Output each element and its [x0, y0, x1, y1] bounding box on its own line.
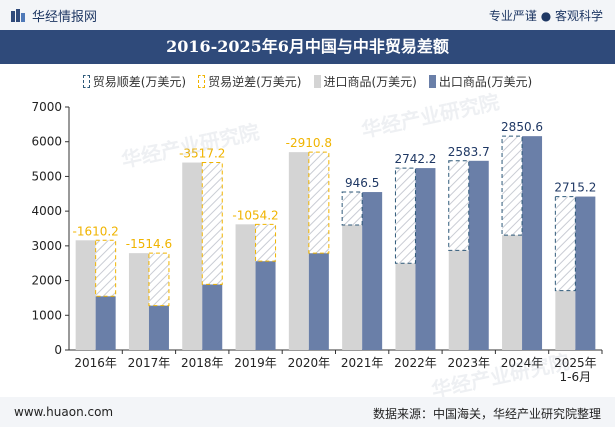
chart-legend: 贸易顺差(万美元) 贸易逆差(万美元) 进口商品(万美元) 出口商品(万美元) — [0, 70, 615, 92]
data-label: 2742.2 — [394, 152, 436, 166]
y-tick-label: 4000 — [31, 204, 62, 218]
x-tick-label: 1-6月 — [560, 370, 592, 384]
data-label: 2715.2 — [554, 181, 596, 195]
y-tick-label: 1000 — [31, 308, 62, 322]
surplus-bar — [341, 191, 363, 226]
y-tick-label: 0 — [54, 343, 62, 357]
y-tick-label: 5000 — [31, 169, 62, 183]
legend-item-surplus: 贸易顺差(万美元) — [82, 73, 187, 90]
data-label: 946.5 — [345, 176, 379, 190]
y-tick-label: 2000 — [31, 274, 62, 288]
x-tick-label: 2016年 — [74, 356, 117, 370]
export-bar — [95, 296, 116, 350]
data-label: -3517.2 — [179, 147, 225, 161]
import-bar — [75, 240, 96, 350]
export-bar — [202, 284, 223, 350]
deficit-bar — [201, 162, 223, 285]
deficit-bar — [148, 252, 170, 307]
legend-swatch-deficit — [198, 74, 206, 88]
export-bar — [362, 192, 383, 350]
x-tick-label: 2024年 — [501, 356, 544, 370]
brand-name: 华经情报网 — [32, 10, 98, 25]
legend-label-import: 进口商品(万美元) — [323, 74, 417, 89]
export-bar — [522, 136, 543, 350]
import-bar — [395, 263, 416, 350]
import-bar — [128, 253, 149, 350]
deficit-bar — [308, 151, 330, 254]
legend-item-import: 进口商品(万美元) — [313, 73, 417, 90]
x-tick-label: 2017年 — [128, 356, 171, 370]
import-bar — [502, 235, 523, 350]
legend-swatch-surplus — [82, 74, 90, 88]
import-bar — [182, 162, 203, 350]
x-tick-label: 2018年 — [181, 356, 224, 370]
x-tick-label: 2021年 — [341, 356, 384, 370]
legend-label-surplus: 贸易顺差(万美元) — [92, 74, 187, 89]
surplus-bar — [501, 135, 523, 236]
data-label: -1514.6 — [126, 237, 172, 251]
data-source: 数据来源：中国海关，华经产业研究院整理 — [372, 407, 601, 421]
legend-swatch-import — [313, 74, 321, 88]
data-label: 2850.6 — [501, 120, 543, 134]
top-bar — [0, 0, 615, 30]
data-label: -1610.2 — [72, 224, 118, 238]
deficit-bar — [255, 223, 277, 262]
export-bar — [255, 261, 276, 350]
import-bar — [342, 225, 363, 350]
export-bar — [468, 160, 489, 350]
data-label: -2910.8 — [286, 136, 332, 150]
export-bar — [575, 196, 596, 350]
export-bar — [415, 168, 436, 350]
huajing-logo-icon — [11, 8, 25, 22]
tagline: 专业严谨 ● 客观科学 — [488, 9, 603, 23]
surplus-bar — [554, 196, 576, 292]
footer-bar — [0, 397, 615, 427]
y-tick-label: 3000 — [31, 239, 62, 253]
import-bar — [448, 250, 469, 350]
site-link[interactable]: www.huaon.com — [14, 405, 114, 419]
x-tick-label: 2019年 — [234, 356, 277, 370]
legend-item-deficit: 贸易逆差(万美元) — [198, 73, 302, 90]
x-tick-label: 2022年 — [394, 356, 437, 370]
surplus-bar — [394, 167, 416, 264]
import-bar — [555, 290, 576, 350]
import-bar — [235, 224, 256, 350]
x-tick-label: 2020年 — [288, 356, 331, 370]
data-label: 2583.7 — [448, 145, 490, 159]
legend-item-export: 出口商品(万美元) — [428, 73, 533, 90]
x-tick-label: 2025年 — [554, 356, 597, 370]
brand[interactable]: 华经情报网 — [10, 6, 97, 25]
legend-label-deficit: 贸易逆差(万美元) — [208, 74, 302, 89]
export-bar — [308, 253, 329, 350]
y-tick-label: 7000 — [31, 100, 62, 114]
data-label: -1054.2 — [232, 208, 278, 222]
y-tick-label: 6000 — [31, 135, 62, 149]
export-bar — [148, 305, 169, 350]
import-bar — [288, 152, 309, 350]
legend-label-export: 出口商品(万美元) — [438, 74, 533, 89]
surplus-bar — [448, 160, 470, 251]
chart-title: 2016-2025年6月中国与中非贸易差额 — [166, 37, 449, 56]
x-tick-label: 2023年 — [447, 356, 490, 370]
legend-swatch-export — [428, 74, 436, 88]
title-bar — [0, 30, 615, 64]
deficit-bar — [95, 239, 117, 297]
